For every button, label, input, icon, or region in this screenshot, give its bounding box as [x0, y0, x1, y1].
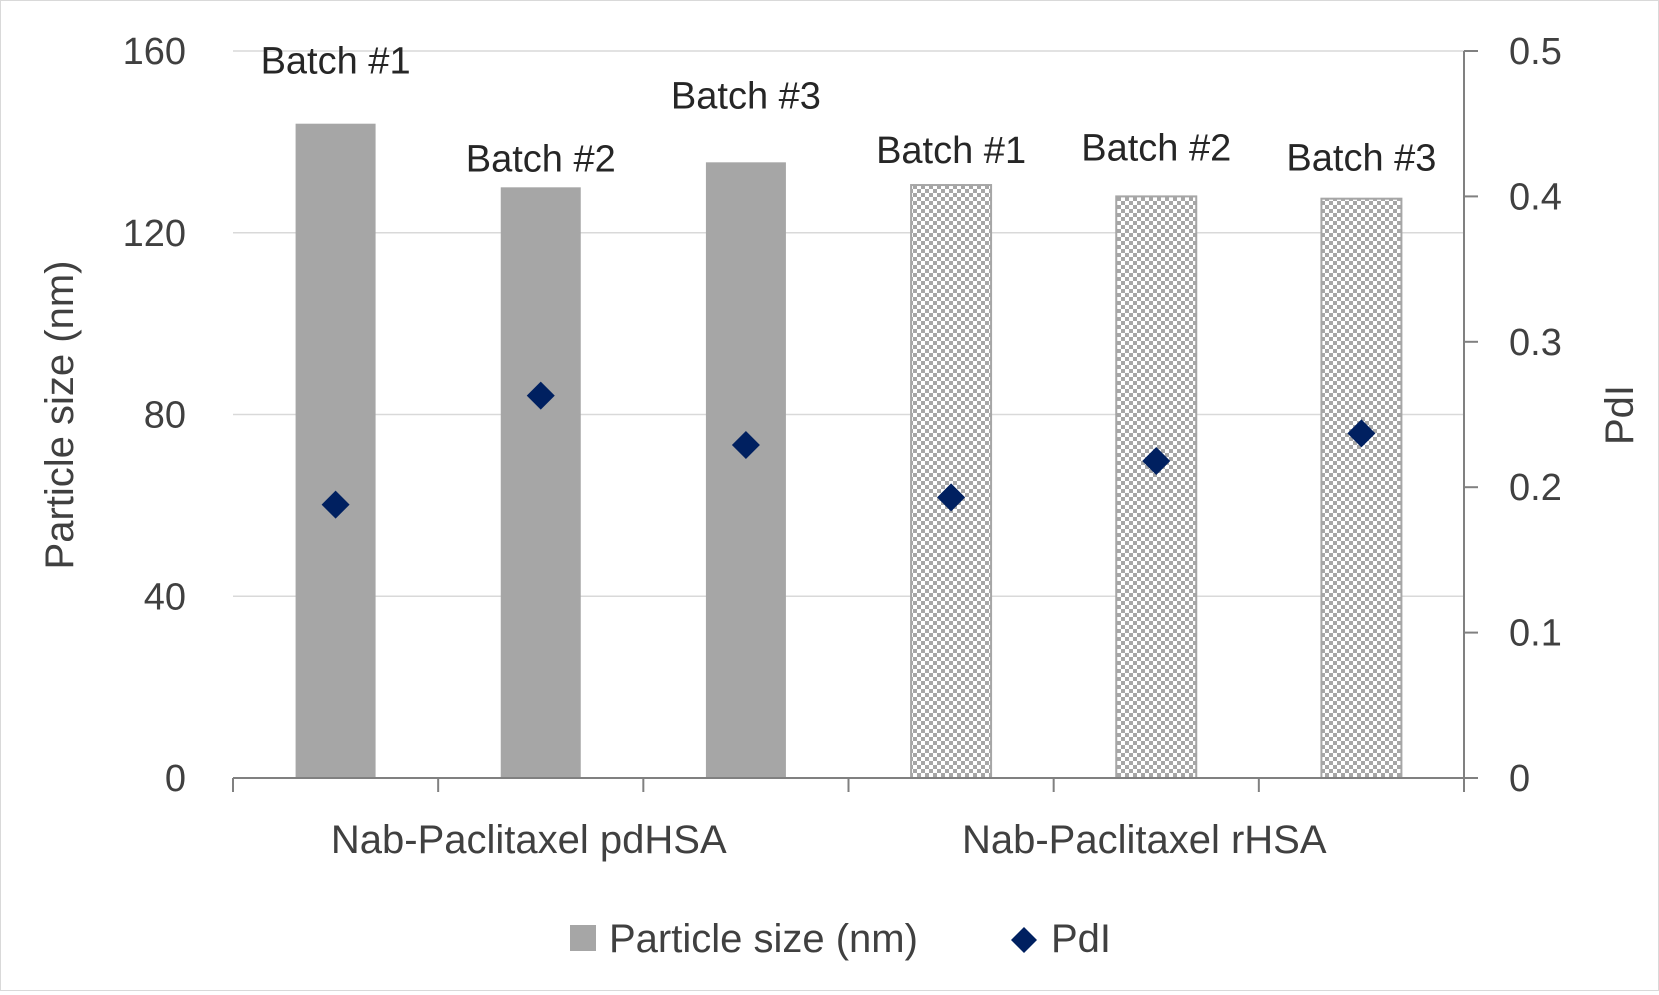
bar-pdhsa-batch-3	[705, 162, 786, 778]
labels-layer: 0 40 80 120 160 0 0.1 0.2 0.3 0.4 0.5 Batch #1 Batch…	[38, 31, 1642, 862]
pdi-marker-pdhsa-batch-1	[321, 490, 350, 519]
legend-label-particle-size: Particle size (nm)	[609, 917, 918, 961]
legend-swatch-particle-size	[570, 925, 596, 951]
pdi-marker-rhsa-batch-2	[1142, 447, 1171, 476]
y-left-tick-label: 80	[144, 395, 186, 437]
y-left-tick-label: 160	[123, 31, 186, 73]
bars-layer	[295, 123, 1403, 779]
y-right-tick-label: 0.3	[1509, 322, 1562, 364]
y-left-tick-label: 40	[144, 576, 186, 618]
y-right-tick-label: 0.1	[1509, 613, 1562, 655]
bar-data-label: Batch #1	[876, 130, 1026, 172]
axes-layer	[232, 50, 1478, 792]
y-right-tick-label: 0.5	[1509, 31, 1562, 73]
bar-rhsa-batch-1	[910, 184, 993, 779]
bar-pdhsa-batch-1	[295, 123, 376, 778]
bar-data-label: Batch #3	[671, 75, 821, 117]
pdi-marker-rhsa-batch-1	[937, 483, 966, 512]
group-label-pdhsa: Nab-Paclitaxel pdHSA	[331, 818, 727, 862]
y-left-axis-title: Particle size (nm)	[38, 261, 82, 570]
group-label-rhsa: Nab-Paclitaxel rHSA	[962, 818, 1327, 862]
y-left-tick-label: 120	[123, 213, 186, 255]
gridlines	[233, 50, 1464, 597]
pdi-marker-pdhsa-batch-3	[731, 431, 760, 460]
y-right-tick-label: 0.2	[1509, 467, 1562, 509]
bar-pdhsa-batch-2	[500, 187, 581, 778]
bar-rhsa-batch-3	[1320, 197, 1403, 779]
pdi-markers-layer	[321, 381, 1376, 519]
legend: Particle size (nm) PdI	[570, 917, 1111, 961]
bar-rhsa-batch-2	[1115, 195, 1198, 779]
y-right-tick-label: 0.4	[1509, 176, 1562, 218]
bar-data-label: Batch #3	[1286, 138, 1436, 180]
y-right-tick-label: 0	[1509, 758, 1530, 800]
legend-label-pdi: PdI	[1051, 917, 1111, 961]
bar-data-label: Batch #2	[1081, 127, 1231, 169]
bar-data-label: Batch #1	[261, 41, 411, 83]
pdi-marker-pdhsa-batch-2	[526, 381, 555, 410]
pdi-marker-rhsa-batch-3	[1347, 419, 1376, 448]
y-left-tick-label: 0	[165, 758, 186, 800]
legend-marker-pdi	[1011, 927, 1037, 953]
bar-data-label: Batch #2	[466, 138, 616, 180]
y-right-axis-title: PdI	[1598, 385, 1642, 445]
